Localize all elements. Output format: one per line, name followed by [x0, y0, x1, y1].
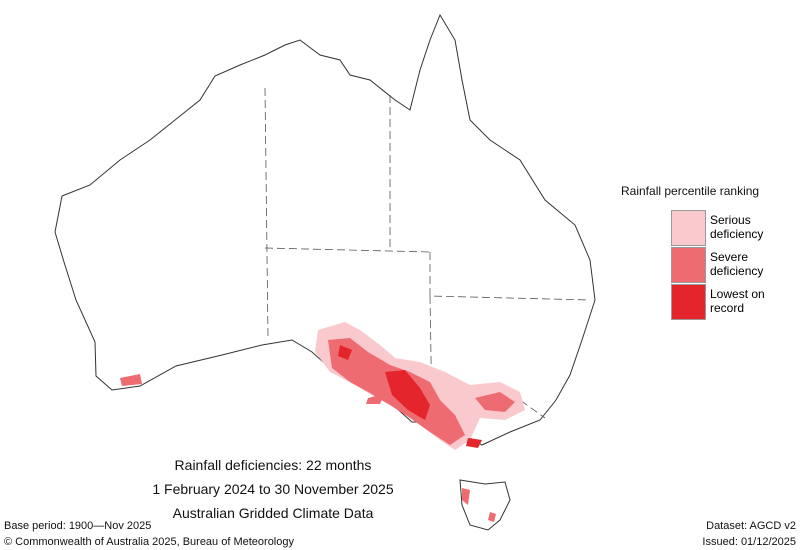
legend-title: Rainfall percentile ranking	[621, 184, 760, 198]
map-source: Australian Gridded Climate Data	[172, 505, 374, 521]
state-border	[264, 87, 591, 419]
deficiency-area	[338, 345, 482, 448]
map-title: Rainfall deficiencies: 22 months	[174, 457, 372, 473]
issued: Issued: 01/12/2025	[702, 536, 796, 548]
map-subtitle: 1 February 2024 to 30 November 2025	[152, 481, 394, 497]
legend-label: Serious deficiency	[710, 213, 764, 241]
legend-swatch	[671, 210, 706, 246]
legend-label: Severe deficiency	[710, 250, 764, 278]
copyright: © Commonwealth of Australia 2025, Bureau…	[4, 536, 294, 548]
dataset: Dataset: AGCD v2	[706, 520, 796, 532]
legend-swatch	[671, 247, 706, 283]
base-period: Base period: 1900—Nov 2025	[4, 520, 152, 532]
mainland	[54, 13, 596, 446]
tasmania	[459, 479, 511, 531]
legend-swatch	[671, 284, 706, 320]
legend-label: Lowest on record	[710, 287, 765, 315]
